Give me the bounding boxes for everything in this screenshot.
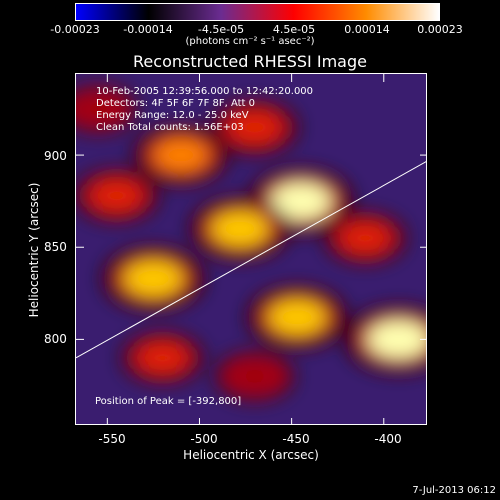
energy-range-text: Energy Range: 12.0 - 25.0 keV [96,110,249,121]
heatmap-blob-core [92,180,141,211]
colorbar-tick-label: -4.5e-05 [197,23,245,36]
detectors-text: Detectors: 4F 5F 6F 7F 8F, Att 0 [96,98,256,109]
colorbar-tick-label: 4.5e-05 [272,23,316,36]
heatmap-blob-core [367,320,426,359]
colorbar-tick-label: -0.00014 [123,23,173,36]
x-tick-label: -450 [282,432,310,446]
heatmap-blob-core [154,138,209,172]
heatmap-image [76,74,426,424]
heatmap-blob-core [268,299,326,335]
peak-position-text: Position of Peak = [-392,800] [95,396,242,407]
x-axis-label: Heliocentric X (arcsec) [183,448,319,462]
y-tick-label: 850 [44,240,67,254]
heatmap-blob-core [139,343,187,373]
colorbar-tick-label: 0.00023 [417,23,463,36]
heatmap-blob-core [270,182,331,220]
image-plot-area[interactable] [75,73,427,425]
y-tick-label: 900 [44,149,67,163]
x-tick-label: -400 [374,432,402,446]
heatmap-blob-core [229,112,280,143]
clean-counts-text: Clean Total counts: 1.56E+03 [96,122,244,133]
colorbar-tick-label: -0.00023 [50,23,100,36]
heatmap-blob-core [341,223,389,253]
heatmap-blob-core [211,211,269,247]
heatmap-blob-core [124,260,183,297]
y-tick-label: 800 [44,332,67,346]
plot-title: Reconstructed RHESSI Image [133,52,367,71]
colorbar-units: (photons cm⁻² s⁻¹ asec⁻²) [185,36,315,47]
heatmap-blob-core [232,362,278,391]
heatmap-blob-core [76,95,121,123]
y-axis-label: Heliocentric Y (arcsec) [27,182,41,318]
colorbar-tick-label: 0.00014 [344,23,390,36]
x-tick-label: -500 [190,432,218,446]
footer-date: 7-Jul-2013 06:12 [412,485,496,496]
solar-limb-line [76,161,426,359]
x-tick-label: -550 [98,432,126,446]
time-range-text: 10-Feb-2005 12:39:56.000 to 12:42:20.000 [96,86,314,97]
colorbar [75,3,440,21]
